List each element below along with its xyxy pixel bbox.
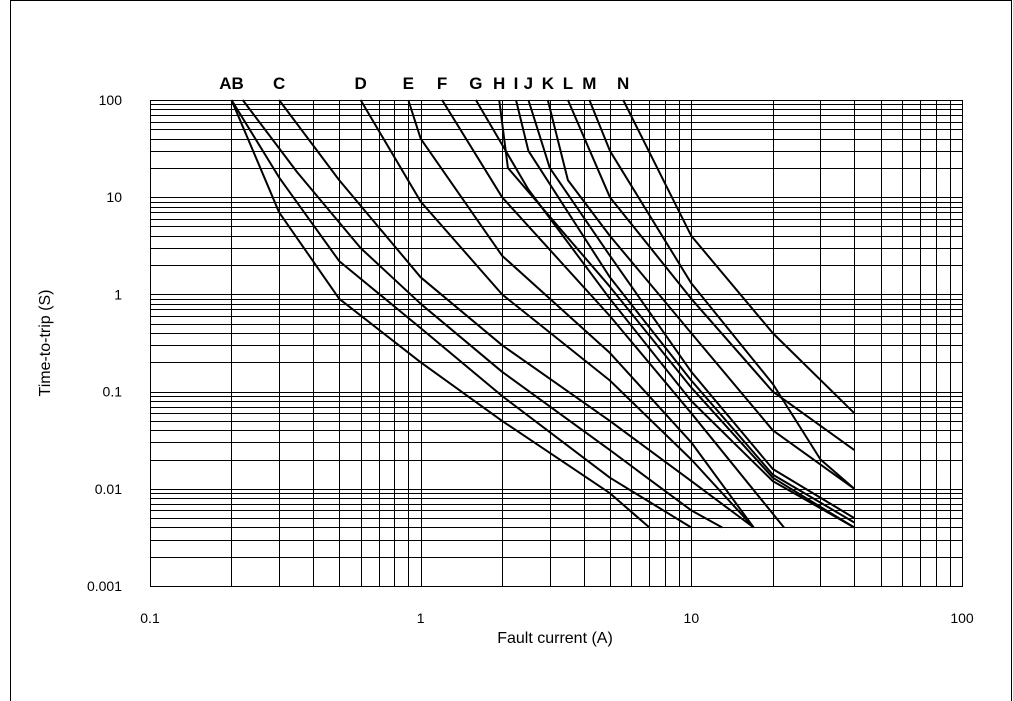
- trip-curve-8: [475, 99, 855, 529]
- curve-label: C: [273, 74, 285, 93]
- trip-curve-4: [278, 99, 755, 529]
- curve-label: I: [514, 74, 519, 93]
- x-tick-label: 100: [950, 610, 974, 626]
- trip-curve-14: [588, 99, 855, 490]
- y-tick-label: 0.001: [87, 578, 122, 594]
- y-tick-label: 10: [106, 189, 122, 205]
- y-tick-label: 0.1: [103, 384, 123, 400]
- curve-label: D: [354, 74, 366, 93]
- x-axis-ticks: 0.1 1 10 100: [140, 610, 974, 626]
- curve-label: G: [469, 74, 482, 93]
- y-tick-label: 0.01: [95, 481, 122, 497]
- trip-curve-5: [359, 99, 755, 529]
- curve-labels: AB C D E F G H I J K L M N: [219, 74, 629, 93]
- y-tick-label: 1: [114, 286, 122, 302]
- trip-curve-15: [622, 99, 856, 414]
- curve-label: M: [582, 74, 596, 93]
- trip-curve-13: [566, 99, 855, 451]
- x-tick-label: 10: [684, 610, 700, 626]
- trip-curve-3: [241, 99, 723, 529]
- curve-label: K: [542, 74, 555, 93]
- y-axis-ticks: 0.001 0.01 0.1 1 10 100: [87, 92, 122, 594]
- trip-curve-7: [441, 99, 785, 529]
- trip-curve-9: [498, 99, 855, 529]
- curve-label: F: [437, 74, 447, 93]
- curve-label: L: [563, 74, 573, 93]
- chart-frame: [10, 0, 1012, 701]
- x-tick-label: 0.1: [140, 610, 160, 626]
- y-axis-label: Time-to-trip (S): [37, 290, 54, 397]
- curve-label: AB: [219, 74, 244, 93]
- curve-label: H: [493, 74, 505, 93]
- trip-curve-11: [527, 99, 855, 519]
- curves: [230, 99, 856, 529]
- trip-curve-10: [515, 99, 855, 524]
- curve-label: J: [524, 74, 533, 93]
- curve-label: N: [617, 74, 629, 93]
- trip-curve-1: [230, 99, 651, 529]
- trip-curve-2: [230, 99, 692, 529]
- plot-border: [150, 100, 963, 587]
- x-tick-label: 1: [417, 610, 425, 626]
- curve-label: E: [403, 74, 414, 93]
- y-tick-label: 100: [99, 92, 123, 108]
- trip-curve-12: [546, 99, 855, 490]
- x-axis-label: Fault current (A): [497, 630, 613, 647]
- trip-curve-6: [407, 99, 755, 529]
